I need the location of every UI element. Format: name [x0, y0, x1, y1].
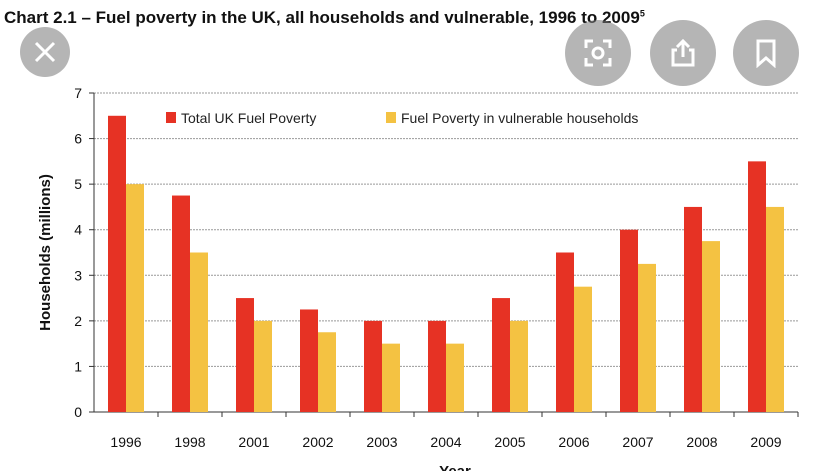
chart-title-text: Chart 2.1 – Fuel poverty in the UK, all … [4, 8, 640, 27]
lens-button[interactable] [565, 20, 631, 86]
bar-total [364, 320, 382, 412]
y-tick-label: 1 [74, 358, 82, 374]
close-button[interactable] [20, 27, 70, 77]
bar-vulnerable [126, 184, 144, 412]
y-tick-label: 0 [74, 404, 82, 420]
x-axis-label: Year [439, 463, 471, 471]
bar-total [620, 229, 638, 412]
bar-total [172, 195, 190, 412]
bar-vulnerable [574, 286, 592, 412]
chart-title: Chart 2.1 – Fuel poverty in the UK, all … [4, 8, 645, 28]
x-tick-label: 2006 [558, 434, 589, 450]
x-tick-label: 1996 [110, 434, 141, 450]
bar-total [492, 298, 510, 412]
bar-vulnerable [254, 320, 272, 412]
bookmark-icon [756, 39, 776, 68]
title-footnote: 5 [639, 8, 645, 19]
legend-label: Total UK Fuel Poverty [181, 110, 316, 126]
legend-swatch [386, 112, 396, 123]
close-icon [34, 41, 56, 63]
x-tick-label: 2004 [430, 434, 461, 450]
share-icon [671, 38, 695, 67]
bar-total [300, 309, 318, 412]
lens-icon [584, 39, 612, 67]
y-tick-label: 5 [74, 176, 82, 192]
bar-total [428, 320, 446, 412]
bar-total [748, 161, 766, 412]
y-tick-label: 3 [74, 267, 82, 283]
y-tick-label: 2 [74, 313, 82, 329]
y-tick-label: 6 [74, 131, 82, 147]
bar-vulnerable [190, 252, 208, 412]
bar-total [556, 252, 574, 412]
bar-vulnerable [446, 343, 464, 412]
y-tick-label: 7 [74, 85, 82, 101]
legend-label: Fuel Poverty in vulnerable households [401, 110, 638, 126]
x-tick-label: 2008 [686, 434, 717, 450]
bar-total [236, 298, 254, 412]
bar-vulnerable [318, 332, 336, 412]
x-tick-label: 2001 [238, 434, 269, 450]
bar-vulnerable [382, 343, 400, 412]
bar-vulnerable [766, 206, 784, 412]
y-axis-label: Households (millions) [37, 174, 54, 331]
share-button[interactable] [650, 20, 716, 86]
x-tick-label: 1998 [174, 434, 205, 450]
x-tick-label: 2007 [622, 434, 653, 450]
bar-vulnerable [510, 320, 528, 412]
x-tick-label: 2005 [494, 434, 525, 450]
x-tick-label: 2003 [366, 434, 397, 450]
x-tick-label: 2002 [302, 434, 333, 450]
y-tick-label: 4 [74, 222, 82, 238]
bar-vulnerable [702, 241, 720, 412]
bar-vulnerable [638, 263, 656, 412]
bookmark-button[interactable] [733, 20, 799, 86]
bar-total [684, 206, 702, 412]
x-tick-label: 2009 [750, 434, 781, 450]
bar-total [108, 115, 126, 413]
legend-swatch [166, 112, 176, 123]
